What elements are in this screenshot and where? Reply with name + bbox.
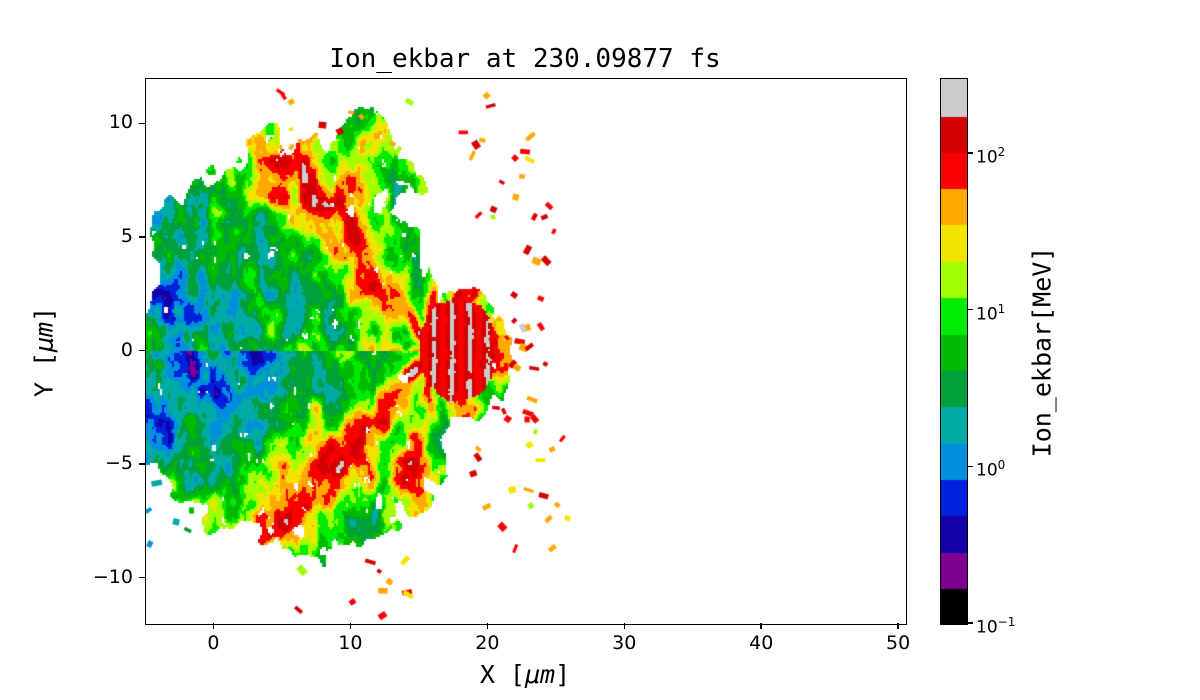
colorbar-tick-label: 100 [976,454,1005,482]
y-tick-mark [139,576,145,579]
x-tick-mark [760,623,762,629]
x-tick-mark [623,623,626,629]
x-tick-mark [486,623,489,629]
x-tick-mark [212,623,215,629]
y-tick-label: 10 [108,111,133,134]
x-axis-label-close: ] [555,660,571,689]
y-axis-label-unit: μm [29,321,59,353]
colorbar-tick-base: 10 [976,617,998,638]
colorbar-tick-exponent: 0 [997,458,1006,473]
x-tick-mark [897,623,899,629]
x-tick-label: 30 [612,632,637,654]
colorbar-tick-exponent: 1 [997,301,1006,316]
colorbar-tick-mark [968,308,973,311]
x-axis-label: X [μm] [145,660,905,689]
y-tick-mark [139,236,145,238]
y-axis-label: Y [μm] [30,307,59,397]
x-tick-mark [349,623,352,629]
colorbar-tick-label: 10−1 [976,611,1015,639]
x-axis-label-text: X [ [479,660,525,689]
colorbar-tick-label: 102 [976,141,1005,169]
colorbar-tick-label: 101 [976,298,1005,326]
colorbar-tick-base: 10 [976,460,998,481]
colorbar-tick-base: 10 [976,147,998,168]
y-tick-label: −10 [92,565,133,588]
y-tick-mark [139,349,145,352]
colorbar-tick-exponent: 2 [997,144,1006,159]
y-tick-mark [139,122,145,125]
colorbar-tick-mark [968,622,973,624]
x-tick-label: 50 [886,632,911,654]
x-tick-label: 0 [207,632,220,654]
y-tick-label: 5 [120,224,133,247]
heatmap-canvas [146,79,906,624]
x-tick-label: 10 [338,632,363,654]
y-tick-label: 0 [120,338,133,361]
y-tick-mark [139,463,145,465]
y-axis-label-close: ] [29,306,59,322]
colorbar [940,78,968,625]
colorbar-label: Ion_ekbar[MeV] [1027,246,1057,458]
plot-area [145,78,907,625]
y-tick-label: −5 [104,452,133,475]
y-axis-label-text: Y [ [29,352,59,398]
colorbar-tick-base: 10 [976,304,998,325]
colorbar-tick-mark [968,465,973,467]
x-tick-label: 40 [749,632,774,654]
x-axis-label-unit: μm [524,660,556,689]
x-tick-label: 20 [475,632,500,654]
colorbar-tick-mark [968,152,973,154]
colorbar-tick-exponent: −1 [997,615,1016,629]
chart-title: Ion_ekbar at 230.09877 fs [329,44,721,74]
